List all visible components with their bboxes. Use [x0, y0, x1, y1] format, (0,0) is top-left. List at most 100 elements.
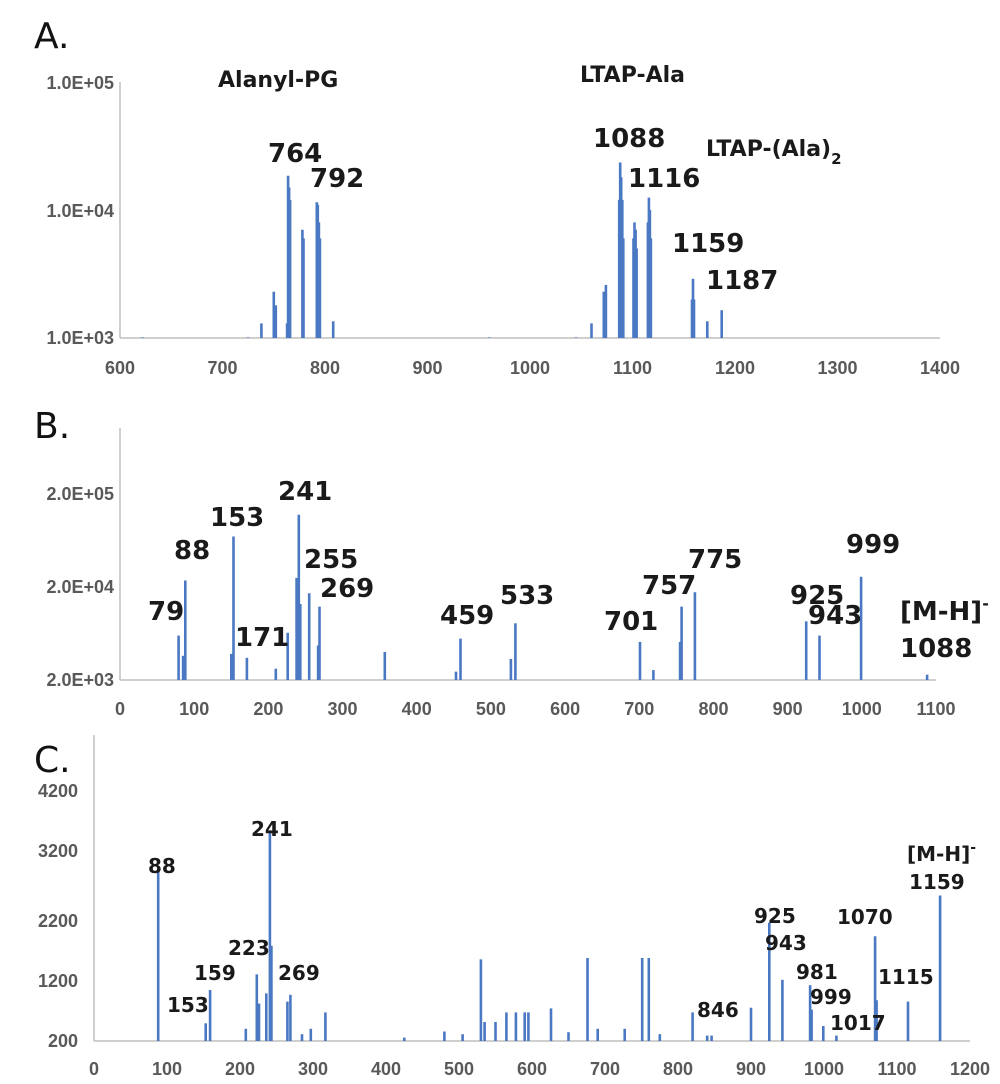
- x-tick-label: 200: [225, 1059, 255, 1079]
- peak-label: 999: [810, 985, 852, 1009]
- x-tick-label: 300: [298, 1059, 328, 1079]
- x-tick-label: 1100: [916, 699, 955, 719]
- peak-label: 1070: [837, 905, 893, 929]
- peak-label: 241: [251, 817, 293, 841]
- peak-label: 159: [194, 961, 236, 985]
- x-tick-label: 700: [207, 358, 237, 378]
- annotation-m-h-text: [M-H]: [900, 597, 982, 627]
- x-tick-label: 400: [402, 699, 432, 719]
- annotation-m-h: [M-H]-: [900, 594, 989, 627]
- peak-label: 775: [688, 545, 742, 575]
- annotation-alanyl-pg: Alanyl-PG: [218, 68, 338, 93]
- x-tick-label: 1000: [510, 358, 550, 378]
- y-tick-label: 2200: [38, 911, 78, 931]
- peak-label: 1017: [830, 1011, 886, 1035]
- x-tick-label: 100: [152, 1059, 182, 1079]
- y-tick-label: 3200: [38, 841, 78, 861]
- peak-label: 88: [148, 854, 176, 878]
- peak-label: 757: [642, 571, 696, 601]
- panel-b-label: B.: [34, 406, 70, 447]
- x-tick-label: 700: [624, 699, 654, 719]
- x-tick-label: 600: [550, 699, 580, 719]
- annotation-superscript: -: [970, 840, 976, 856]
- y-tick-label: 2.0E+03: [46, 670, 114, 690]
- annotation-ltap-ala2-text: LTAP-(Ala): [706, 137, 831, 162]
- x-tick-label: 800: [310, 358, 340, 378]
- panel-a-bars: [141, 162, 724, 338]
- annotation-superscript: -: [982, 594, 989, 613]
- peak-label: 925: [754, 904, 796, 928]
- panel-b-x-tick-labels: 0 100 200 300 400 500 600 700 800 900 10…: [115, 699, 956, 719]
- peak-label: 171: [235, 623, 289, 653]
- peak-label: 269: [278, 961, 320, 985]
- peak-label: 255: [304, 545, 358, 575]
- x-tick-label: 1300: [817, 358, 857, 378]
- peak-label: 764: [268, 139, 322, 169]
- x-tick-label: 900: [412, 358, 442, 378]
- y-tick-label: 1.0E+03: [46, 328, 114, 348]
- x-tick-label: 500: [476, 699, 506, 719]
- x-tick-label: 1200: [715, 358, 755, 378]
- peak-label: 943: [808, 601, 862, 631]
- x-tick-label: 200: [253, 699, 283, 719]
- y-tick-label: 2.0E+05: [46, 484, 114, 504]
- peak-label: 999: [846, 530, 900, 560]
- x-tick-label: 600: [105, 358, 135, 378]
- x-tick-label: 700: [590, 1059, 620, 1079]
- x-tick-label: 1400: [920, 358, 960, 378]
- panel-b-bars: [177, 514, 929, 680]
- panel-c: C. 4200 3200 2200 1200 200 0 100 200 300…: [34, 735, 990, 1079]
- x-tick-label: 1000: [804, 1059, 844, 1079]
- panel-a-x-tick-labels: 600 700 800 900 1000 1100 1200 1300 1400: [105, 358, 960, 378]
- x-tick-label: 900: [773, 699, 803, 719]
- x-tick-label: 600: [517, 1059, 547, 1079]
- y-tick-label: 2.0E+04: [46, 577, 114, 597]
- peak-label: 1116: [628, 164, 700, 194]
- x-tick-label: 900: [736, 1059, 766, 1079]
- peak-label: 1159: [672, 229, 744, 259]
- panel-c-label: C.: [34, 740, 71, 781]
- annotation-m-h: [M-H]-: [907, 840, 976, 866]
- peak-label: 1187: [706, 266, 778, 296]
- annotation-precursor-mass: 1159: [909, 870, 965, 894]
- peak-label: 241: [278, 477, 332, 507]
- x-tick-label: 800: [663, 1059, 693, 1079]
- x-tick-label: 0: [115, 699, 125, 719]
- x-tick-label: 1000: [842, 699, 882, 719]
- peak-label: 269: [320, 574, 374, 604]
- annotation-precursor-mass: 1088: [900, 634, 972, 664]
- peak-label: 1088: [593, 124, 665, 154]
- peak-label: 701: [604, 607, 658, 637]
- peak-label: 1115: [878, 965, 934, 989]
- panel-b: B. 2.0E+05 2.0E+04 2.0E+03 0 100 200 300…: [34, 406, 989, 719]
- peak-label: 846: [697, 998, 739, 1022]
- peak-label: 79: [148, 597, 184, 627]
- peak-label: 792: [310, 164, 364, 194]
- annotation-m-h-text: [M-H]: [907, 842, 970, 866]
- x-tick-label: 500: [444, 1059, 474, 1079]
- x-tick-label: 1100: [877, 1059, 916, 1079]
- panel-c-bars: [156, 830, 942, 1041]
- annotation-ltap-ala: LTAP-Ala: [580, 63, 685, 88]
- x-tick-label: 100: [179, 699, 209, 719]
- x-tick-label: 1200: [950, 1059, 990, 1079]
- peak-label: 153: [210, 503, 264, 533]
- peak-label: 153: [167, 993, 209, 1017]
- y-tick-label: 1200: [38, 971, 78, 991]
- y-tick-label: 200: [48, 1031, 78, 1051]
- panel-a-label: A.: [34, 16, 69, 57]
- annotation-ltap-ala2: LTAP-(Ala)2: [706, 137, 842, 168]
- x-tick-label: 1100: [613, 358, 652, 378]
- peak-label: 533: [500, 581, 554, 611]
- x-tick-label: 300: [327, 699, 357, 719]
- y-tick-label: 1.0E+04: [46, 201, 114, 221]
- peak-label: 223: [228, 936, 270, 960]
- peak-label: 925: [790, 581, 844, 611]
- panel-c-y-tick-labels: 4200 3200 2200 1200 200: [38, 781, 78, 1051]
- x-tick-label: 0: [89, 1059, 99, 1079]
- peak-label: 981: [796, 960, 838, 984]
- x-tick-label: 800: [698, 699, 728, 719]
- panel-c-x-tick-labels: 0 100 200 300 400 500 600 700 800 900 10…: [89, 1059, 990, 1079]
- panel-a: A. 1.0E+05 1.0E+04 1.0E+03 600 700 800 9…: [34, 16, 960, 378]
